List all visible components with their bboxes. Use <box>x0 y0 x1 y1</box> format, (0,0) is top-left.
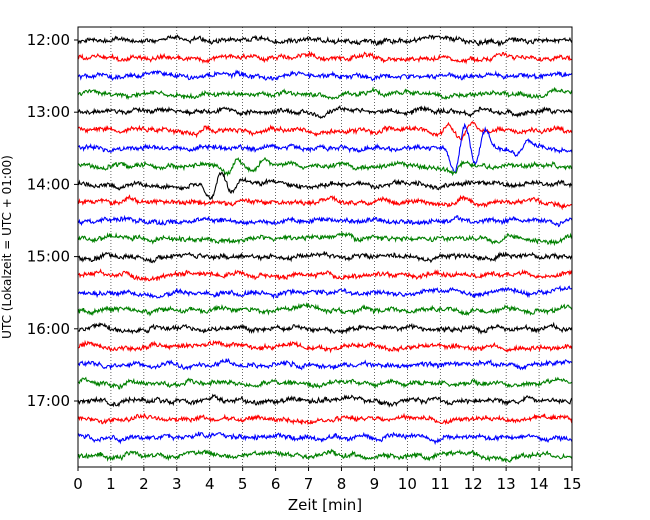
x-tick-label: 4 <box>205 475 215 493</box>
trace-1345 <box>77 156 573 177</box>
trace-group <box>77 34 573 463</box>
y-tick-label: 16:00 <box>27 320 70 338</box>
trace-1645 <box>77 376 573 390</box>
trace-1715 <box>77 412 573 426</box>
trace-1430 <box>77 214 573 228</box>
x-tick-label: 14 <box>530 475 549 493</box>
trace-1600 <box>77 321 573 335</box>
x-tick-label: 9 <box>370 475 380 493</box>
trace-1630 <box>77 357 573 371</box>
trace-1400 <box>77 171 573 200</box>
trace-1445 <box>77 230 573 247</box>
trace-1300 <box>78 105 573 120</box>
x-tick-label: 6 <box>271 475 281 493</box>
trace-1315 <box>77 121 573 141</box>
x-tick-label: 15 <box>562 475 581 493</box>
trace-1545 <box>77 301 573 317</box>
y-axis: 12:00 13:00 14:00 15:00 16:00 17:00 <box>27 31 78 410</box>
trace-1530 <box>77 285 573 300</box>
trace-1245 <box>77 86 573 101</box>
trace-1215 <box>77 50 573 65</box>
trace-1515 <box>77 268 573 283</box>
x-tick-label: 11 <box>431 475 450 493</box>
x-tick-label: 0 <box>73 475 83 493</box>
y-tick-label: 12:00 <box>27 31 70 49</box>
x-tick-label: 13 <box>497 475 516 493</box>
x-tick-label: 2 <box>139 475 149 493</box>
x-tick-label: 12 <box>464 475 483 493</box>
trace-1500 <box>77 251 573 264</box>
x-gridlines <box>110 27 540 467</box>
y-tick-label: 15:00 <box>27 248 70 266</box>
trace-1615 <box>77 339 573 354</box>
x-tick-label: 3 <box>172 475 182 493</box>
y-tick-label: 13:00 <box>27 103 70 121</box>
y-axis-label: UTC (Lokalzeit = UTC + 01:00) <box>0 155 14 339</box>
trace-1730 <box>77 431 573 446</box>
x-axis: 0 1 2 3 4 5 6 7 8 9 10 11 12 13 14 15 <box>73 467 582 493</box>
trace-1700 <box>77 393 573 408</box>
trace-1745 <box>77 448 573 463</box>
trace-1230 <box>77 69 573 82</box>
x-tick-label: 1 <box>106 475 116 493</box>
x-tick-label: 8 <box>337 475 347 493</box>
trace-1330 <box>77 122 573 174</box>
trace-1200 <box>77 34 573 47</box>
x-tick-label: 10 <box>398 475 417 493</box>
x-tick-label: 7 <box>304 475 314 493</box>
x-axis-label: Zeit [min] <box>288 496 362 514</box>
y-tick-label: 17:00 <box>27 392 70 410</box>
trace-1415 <box>77 194 573 211</box>
y-tick-label: 14:00 <box>27 175 70 193</box>
x-tick-label: 5 <box>238 475 248 493</box>
plot-frame <box>77 26 573 468</box>
